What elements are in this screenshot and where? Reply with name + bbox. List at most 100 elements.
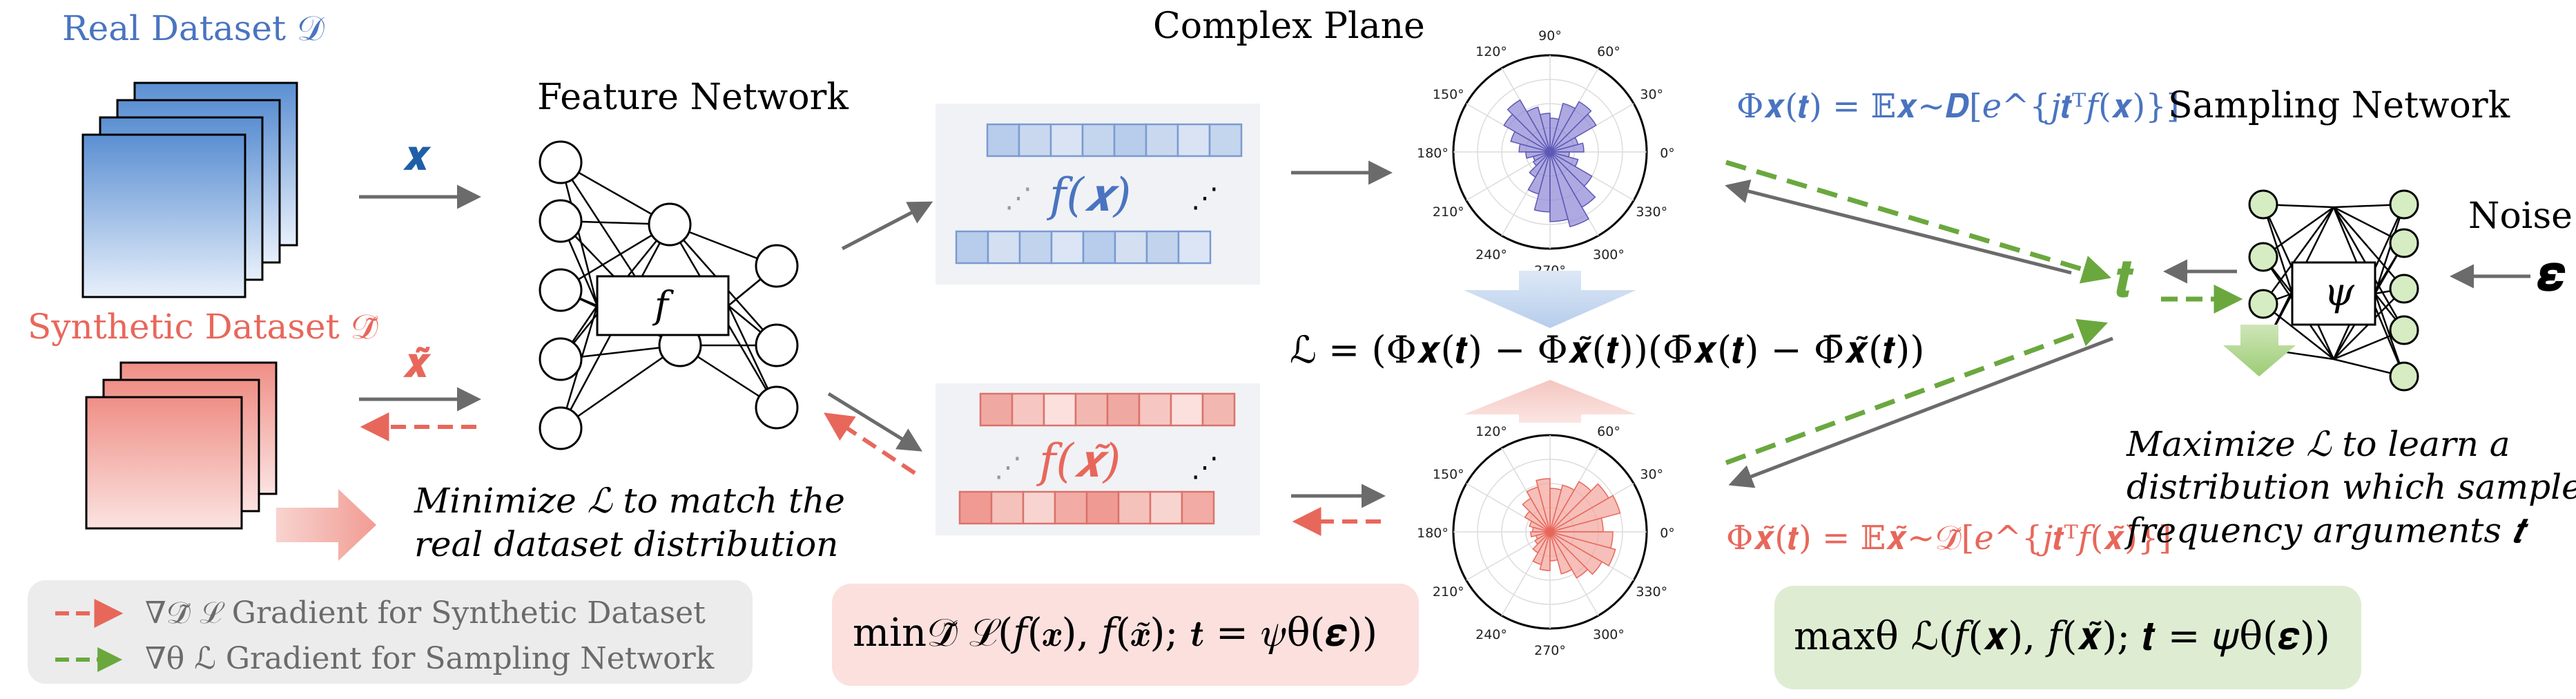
polar-angle-label: 30°	[1640, 87, 1663, 102]
polar-bar	[1522, 497, 1551, 533]
network-node	[539, 268, 583, 312]
fxtilde-dots-left: ⋰	[994, 452, 1022, 483]
network-node	[539, 406, 583, 450]
polar-angle-label: 60°	[1597, 424, 1620, 439]
fx-vector-bottom	[955, 230, 1212, 265]
vector-cell	[987, 230, 1021, 265]
minimize-text-line1: Minimize ℒ to match the	[414, 481, 845, 521]
network-node	[755, 323, 799, 367]
fx-dots-left: ⋰	[1005, 182, 1032, 214]
polar-bar	[1549, 531, 1614, 549]
vector-cell	[1022, 490, 1056, 525]
fxtilde-label: 𝑓(𝒙̃)	[1036, 434, 1121, 488]
polar-bar	[1524, 510, 1551, 533]
real-dataset-title: Real Dataset 𝒟	[62, 8, 325, 48]
sampling-node	[2248, 189, 2278, 220]
polar-angle-label: 330°	[1636, 204, 1667, 220]
legend-green-text: ∇θ ℒ Gradient for Sampling Network	[145, 641, 715, 676]
complex-plane-title: Complex Plane	[1153, 6, 1425, 47]
gradient-arrow-to-net	[824, 412, 916, 475]
fxtilde-dots-right: ⋰	[1191, 452, 1219, 483]
max-formula: maxθ ℒ(𝑓(𝒙), 𝑓(𝒙̃); 𝒕 = 𝜓θ(𝜺))	[1794, 614, 2330, 659]
sampling-node	[2389, 228, 2419, 258]
polar-angle-label: 60°	[1597, 44, 1620, 59]
sampling-network-title: Sampling Network	[2168, 85, 2510, 126]
maximize-arrow	[2223, 325, 2296, 376]
vector-cell	[1074, 392, 1109, 427]
polar-angle-label: 120°	[1475, 424, 1507, 439]
up-arrow-red	[1464, 380, 1636, 423]
vector-cell	[1049, 123, 1084, 157]
vector-cell	[1085, 490, 1120, 525]
arrow-net-to-fx	[841, 201, 933, 251]
vector-cell	[1114, 230, 1148, 265]
sampling-network: 𝜓	[2248, 189, 2419, 392]
synthetic-dataset-title: Synthetic Dataset 𝒟̃	[28, 307, 378, 347]
polar-angle-label: 240°	[1475, 627, 1507, 642]
vector-cell	[1149, 490, 1183, 525]
polar-bar	[1549, 483, 1609, 533]
epsilon-symbol: 𝜺	[2537, 245, 2566, 302]
min-formula: min𝒟̃ ℒ(𝑓(𝒙), 𝑓(𝒙̃); 𝒕 = 𝜓θ(𝜺))	[853, 611, 1377, 655]
polar-plot-red: 90°60°30°0°330°300°270°240°210°180°150°1…	[1417, 408, 1675, 658]
down-arrow-blue	[1464, 271, 1636, 328]
vector-cell	[1201, 392, 1236, 427]
vector-cell	[1145, 230, 1180, 265]
sampling-node	[2389, 361, 2419, 392]
max-formula-box	[1774, 586, 2361, 689]
min-formula-box	[832, 584, 1419, 686]
polar-bar	[1549, 151, 1570, 158]
arrow-net-to-fxtilde	[827, 392, 922, 452]
maximize-text-line3: frequency arguments 𝒕	[2124, 510, 2529, 550]
polar-bar	[1507, 99, 1551, 153]
polar-angle-label: 0°	[1660, 146, 1675, 161]
vector-cell	[1043, 392, 1077, 427]
arrow-t-to-plane-top	[1725, 179, 2072, 275]
polar-angle-label: 330°	[1636, 584, 1667, 600]
vector-cell	[1117, 490, 1152, 525]
polar-bar	[1549, 495, 1621, 533]
polar-angle-label: 270°	[1534, 643, 1566, 658]
vector-cell	[986, 123, 1020, 157]
polar-bar	[1526, 486, 1551, 533]
vector-cell	[1050, 230, 1085, 265]
sampling-node	[2389, 315, 2419, 345]
polar-bar	[1503, 113, 1551, 153]
fxtilde-vector-bottom	[958, 490, 1215, 525]
polar-angle-label: 150°	[1433, 87, 1464, 102]
arrow-t-to-plane-bottom	[1728, 336, 2113, 488]
polar-angle-label: 180°	[1417, 146, 1449, 161]
maximize-text-line2: distribution which samples	[2127, 467, 2576, 507]
vector-cell	[1081, 123, 1116, 157]
vector-cell	[1208, 123, 1243, 157]
polar-bar	[1549, 484, 1576, 533]
psi-box	[2291, 261, 2376, 326]
sampling-node	[2389, 274, 2419, 304]
polar-angle-label: 210°	[1433, 584, 1464, 600]
vector-cell	[1082, 230, 1116, 265]
polar-bar	[1549, 102, 1576, 153]
polar-bar	[1549, 151, 1596, 209]
polar-angle-label: 120°	[1475, 44, 1507, 59]
polar-angle-label: 90°	[1538, 28, 1562, 44]
vector-cell	[1177, 230, 1212, 265]
polar-bar	[1518, 143, 1551, 153]
network-node	[539, 140, 583, 184]
polar-bar	[1539, 531, 1551, 571]
polar-angle-label: 150°	[1433, 467, 1464, 482]
vector-cell	[1018, 230, 1053, 265]
fx-label: 𝑓(𝒙)	[1046, 169, 1131, 222]
phi-x-formula: Φ𝒙(𝒕) = 𝔼𝒙∼𝑫[𝑒^{𝑗𝒕ᵀ𝑓(𝒙)}]	[1736, 87, 2180, 126]
polar-angle-label: 300°	[1593, 627, 1625, 642]
sampling-node	[2389, 189, 2419, 220]
sampling-node	[2248, 242, 2278, 272]
polar-bar	[1529, 520, 1551, 533]
polar-angle-label: 300°	[1593, 247, 1625, 262]
minimize-arrow	[276, 489, 376, 561]
vector-cell	[979, 392, 1014, 427]
polar-bar	[1549, 531, 1616, 567]
legend-box	[28, 580, 753, 684]
psi-label: 𝜓	[2324, 270, 2355, 315]
polar-angle-label: 30°	[1640, 467, 1663, 482]
